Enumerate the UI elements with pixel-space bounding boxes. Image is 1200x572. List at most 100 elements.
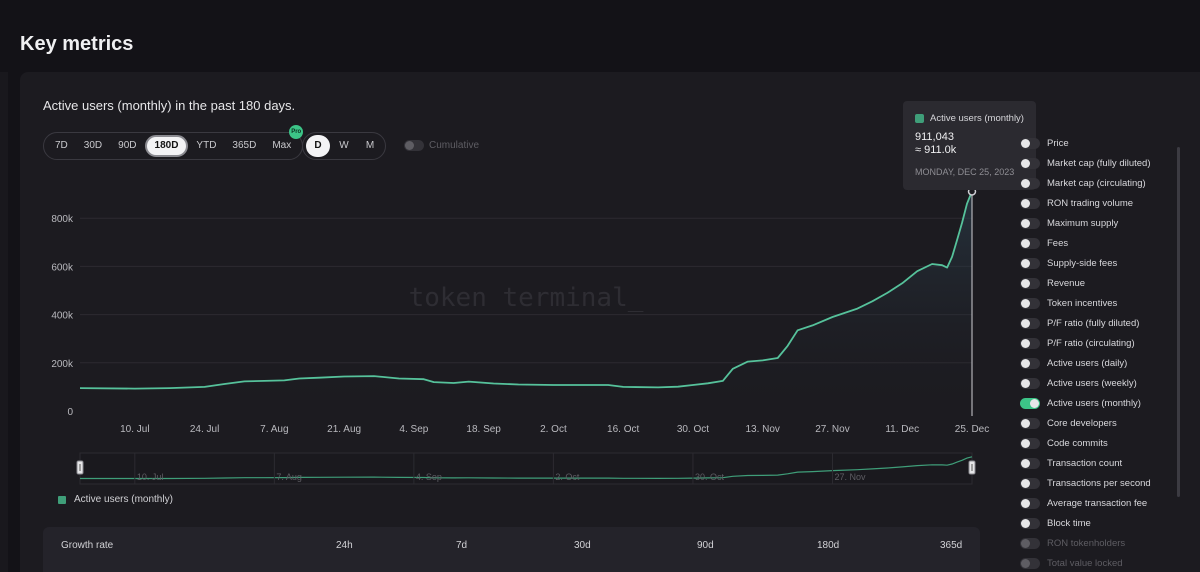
- x-tick-label: 7. Aug: [260, 424, 288, 435]
- metric-label: Market cap (fully diluted): [1047, 157, 1151, 169]
- chart-legend[interactable]: Active users (monthly): [58, 494, 173, 505]
- growth-col-24h[interactable]: 24h: [336, 540, 353, 551]
- chart-tooltip: Active users (monthly) 911,043 ≈ 911.0k …: [903, 101, 1036, 190]
- range-90d-button[interactable]: 90D: [118, 140, 137, 151]
- growth-col-30d[interactable]: 30d: [574, 540, 591, 551]
- tooltip-date: MONDAY, DEC 25, 2023: [915, 167, 1015, 177]
- tooltip-series-name: Active users (monthly): [930, 113, 1024, 124]
- metric-toggle-switch[interactable]: [1020, 137, 1040, 149]
- metric-item[interactable]: Revenue: [1020, 273, 1155, 293]
- metric-toggle-switch[interactable]: [1020, 377, 1040, 389]
- metric-toggle-switch[interactable]: [1020, 197, 1040, 209]
- y-tick-label: 600k: [51, 262, 74, 273]
- metric-label: Core developers: [1047, 417, 1117, 429]
- metric-toggle-switch[interactable]: [1020, 257, 1040, 269]
- granularity-day-button[interactable]: D: [306, 135, 330, 157]
- growth-rate-table-header: [43, 527, 980, 572]
- metric-toggle-switch[interactable]: [1020, 297, 1040, 309]
- metric-label: Maximum supply: [1047, 217, 1119, 229]
- navigator-tick-label: 7. Aug: [276, 472, 302, 482]
- growth-col-365d[interactable]: 365d: [940, 540, 963, 551]
- metric-item[interactable]: Active users (daily): [1020, 353, 1155, 373]
- chart-canvas[interactable]: 0 200k 400k 600k 800k 10. Jul 24. Jul 7. Aug 21.…: [0, 0, 1010, 500]
- side-panel-edge: [0, 72, 8, 572]
- range-365d-button[interactable]: 365D: [232, 140, 257, 151]
- metric-toggle-switch[interactable]: [1020, 217, 1040, 229]
- metric-label: Transaction count: [1047, 457, 1123, 469]
- metric-item[interactable]: Active users (weekly): [1020, 373, 1155, 393]
- metric-label: Active users (weekly): [1047, 377, 1137, 389]
- growth-rate-title: Growth rate: [61, 540, 114, 551]
- metric-item[interactable]: Transactions per second: [1020, 473, 1155, 493]
- growth-col-7d[interactable]: 7d: [456, 540, 468, 551]
- metric-item[interactable]: Maximum supply: [1020, 213, 1155, 233]
- metric-item[interactable]: Supply-side fees: [1020, 253, 1155, 273]
- metric-item[interactable]: Market cap (fully diluted): [1020, 153, 1155, 173]
- legend-swatch: [58, 495, 66, 504]
- granularity-month-button[interactable]: M: [365, 140, 375, 151]
- x-tick-label: 13. Nov: [745, 424, 779, 435]
- metric-toggle-switch[interactable]: [1020, 317, 1040, 329]
- metric-label: P/F ratio (fully diluted): [1047, 317, 1140, 329]
- metric-item[interactable]: Total value locked: [1020, 553, 1155, 572]
- granularity-week-button[interactable]: W: [339, 140, 349, 151]
- x-tick-label: 2. Oct: [540, 424, 567, 435]
- tooltip-approx-value: ≈ 911.0k: [915, 144, 957, 156]
- x-tick-label: 16. Oct: [607, 424, 639, 435]
- metric-label: Price: [1047, 137, 1069, 149]
- metric-toggle-switch[interactable]: [1020, 397, 1040, 409]
- pro-badge: Pro: [289, 125, 304, 139]
- metric-label: Average transaction fee: [1047, 497, 1148, 509]
- metric-label: Supply-side fees: [1047, 257, 1118, 269]
- y-tick-label: 200k: [51, 359, 74, 370]
- metric-item[interactable]: P/F ratio (circulating): [1020, 333, 1155, 353]
- metric-item[interactable]: Price: [1020, 133, 1155, 153]
- x-tick-label: 24. Jul: [190, 424, 219, 435]
- metric-item[interactable]: Block time: [1020, 513, 1155, 533]
- x-tick-label: 18. Sep: [466, 424, 501, 435]
- metric-toggle-switch[interactable]: [1020, 537, 1040, 549]
- x-tick-label: 30. Oct: [677, 424, 709, 435]
- metric-item[interactable]: RON tokenholders: [1020, 533, 1155, 553]
- metric-item[interactable]: Active users (monthly): [1020, 393, 1155, 413]
- metric-label: RON tokenholders: [1047, 537, 1126, 549]
- metric-item[interactable]: Transaction count: [1020, 453, 1155, 473]
- metric-toggle-switch[interactable]: [1020, 557, 1040, 569]
- navigator-series-line: [80, 456, 973, 480]
- cumulative-toggle[interactable]: [404, 140, 424, 151]
- metric-toggle-switch[interactable]: [1020, 177, 1040, 189]
- metric-toggle-switch[interactable]: [1020, 477, 1040, 489]
- metric-toggle-switch[interactable]: [1020, 417, 1040, 429]
- range-max-label: Max: [272, 140, 292, 151]
- metric-toggle-switch[interactable]: [1020, 357, 1040, 369]
- metric-label: Fees: [1047, 237, 1069, 249]
- metric-toggle-switch[interactable]: [1020, 237, 1040, 249]
- growth-col-90d[interactable]: 90d: [697, 540, 714, 551]
- metric-item[interactable]: Fees: [1020, 233, 1155, 253]
- growth-col-180d[interactable]: 180d: [817, 540, 840, 551]
- range-180d-button[interactable]: 180D: [144, 135, 189, 157]
- metric-toggle-switch[interactable]: [1020, 157, 1040, 169]
- metric-item[interactable]: Code commits: [1020, 433, 1155, 453]
- metric-item[interactable]: RON trading volume: [1020, 193, 1155, 213]
- metric-toggle-switch[interactable]: [1020, 437, 1040, 449]
- metric-item[interactable]: Market cap (circulating): [1020, 173, 1155, 193]
- metric-toggle-switch[interactable]: [1020, 457, 1040, 469]
- metric-label: Active users (monthly): [1047, 397, 1141, 409]
- granularity-selector: D W M: [302, 132, 386, 160]
- metric-item[interactable]: P/F ratio (fully diluted): [1020, 313, 1155, 333]
- navigator-tick-label: 4. Sep: [416, 472, 442, 482]
- metric-list-scrollbar[interactable]: [1177, 147, 1180, 497]
- metric-item[interactable]: Token incentives: [1020, 293, 1155, 313]
- metric-label: RON trading volume: [1047, 197, 1134, 209]
- range-30d-button[interactable]: 30D: [83, 140, 103, 151]
- range-max-button[interactable]: Max Pro: [264, 125, 304, 157]
- metric-item[interactable]: Average transaction fee: [1020, 493, 1155, 513]
- metric-toggle-switch[interactable]: [1020, 277, 1040, 289]
- metric-toggle-switch[interactable]: [1020, 337, 1040, 349]
- range-ytd-button[interactable]: YTD: [196, 140, 217, 151]
- metric-item[interactable]: Core developers: [1020, 413, 1155, 433]
- metric-toggle-switch[interactable]: [1020, 497, 1040, 509]
- range-7d-button[interactable]: 7D: [55, 140, 68, 151]
- metric-toggle-switch[interactable]: [1020, 517, 1040, 529]
